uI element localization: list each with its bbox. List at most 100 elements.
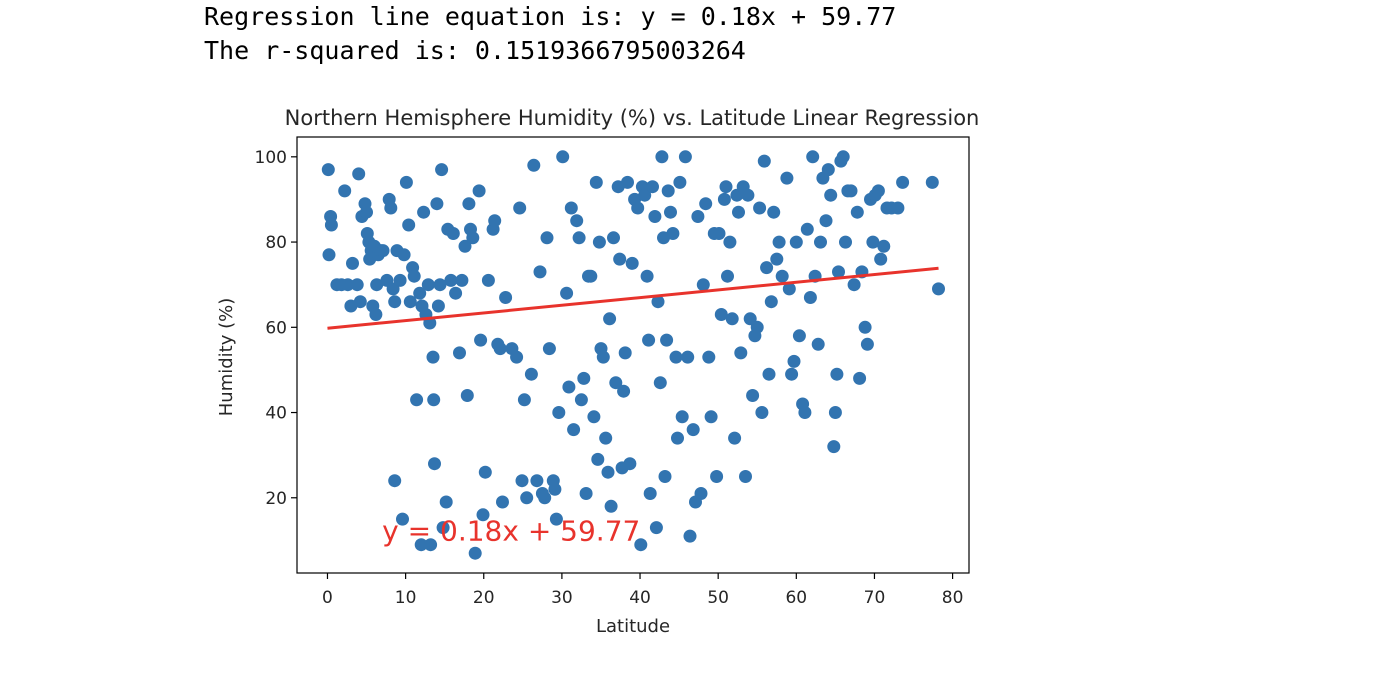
data-point	[515, 474, 529, 488]
data-point	[836, 150, 850, 164]
data-point	[587, 410, 601, 424]
regression-line-layer	[327, 266, 939, 330]
data-point	[651, 295, 665, 309]
chart-title: Northern Hemisphere Humidity (%) vs. Lat…	[285, 106, 980, 130]
data-point	[694, 487, 708, 500]
data-point	[806, 150, 820, 164]
data-point	[702, 350, 716, 364]
data-point	[827, 440, 841, 454]
data-point	[669, 350, 683, 364]
data-point	[871, 184, 885, 198]
x-tick-label: 20	[473, 588, 495, 608]
data-point	[699, 197, 713, 211]
data-point	[603, 312, 617, 326]
data-point	[725, 312, 739, 326]
data-point	[538, 491, 552, 505]
data-point	[338, 184, 352, 198]
data-point	[433, 278, 447, 292]
data-point	[734, 346, 748, 360]
data-point	[844, 184, 858, 198]
data-point	[396, 512, 409, 526]
data-point	[772, 235, 786, 249]
data-point	[785, 367, 799, 381]
data-point	[601, 465, 615, 479]
data-point	[352, 167, 366, 181]
data-point	[533, 265, 547, 279]
data-point	[560, 286, 574, 300]
data-point	[789, 235, 803, 249]
data-point	[721, 269, 734, 283]
data-point	[322, 248, 336, 262]
data-point	[510, 350, 524, 364]
data-point	[428, 457, 441, 471]
data-point	[476, 508, 490, 522]
data-point	[798, 406, 812, 419]
data-point	[757, 154, 771, 168]
data-point	[646, 180, 659, 194]
data-point	[617, 384, 631, 398]
data-points	[321, 150, 945, 560]
data-point	[468, 546, 482, 560]
x-tick-label: 30	[551, 588, 573, 608]
data-point	[466, 231, 480, 245]
x-tick-label: 70	[864, 588, 886, 608]
data-point	[413, 286, 427, 300]
data-point	[704, 410, 718, 424]
data-point	[493, 342, 507, 356]
data-point	[792, 329, 806, 343]
data-point	[775, 269, 789, 283]
data-point	[691, 210, 705, 223]
data-point	[673, 175, 687, 189]
data-point	[574, 393, 588, 407]
data-point	[517, 393, 531, 407]
data-point	[811, 337, 825, 351]
regression-annotation: y = 0.18x + 59.77	[382, 514, 640, 547]
data-point	[925, 175, 939, 189]
data-point	[481, 273, 495, 287]
data-point	[640, 269, 654, 283]
data-point	[932, 282, 945, 296]
data-point	[877, 239, 891, 253]
data-point	[424, 538, 438, 552]
data-point	[762, 367, 776, 381]
data-point	[414, 538, 428, 552]
data-point	[520, 491, 534, 505]
data-point	[860, 337, 874, 351]
data-point	[819, 214, 833, 228]
data-point	[770, 252, 784, 266]
data-point	[634, 538, 648, 552]
data-point	[824, 188, 838, 202]
data-point	[567, 423, 581, 437]
data-point	[353, 295, 367, 309]
data-point	[388, 474, 402, 488]
data-point	[671, 431, 684, 445]
data-point	[683, 529, 697, 543]
data-point	[427, 393, 441, 407]
data-point	[753, 201, 767, 215]
data-point	[764, 295, 778, 309]
data-point	[488, 214, 502, 228]
data-point	[739, 470, 752, 483]
data-point	[625, 256, 639, 270]
data-point	[732, 205, 745, 219]
data-point	[648, 210, 662, 223]
data-point	[478, 465, 492, 479]
data-point	[591, 452, 605, 466]
data-point	[524, 367, 538, 381]
data-point	[874, 252, 888, 266]
data-point	[530, 474, 544, 488]
data-point	[607, 231, 620, 245]
data-point	[421, 278, 435, 292]
data-point	[653, 376, 667, 390]
data-point	[444, 273, 458, 287]
data-point	[741, 188, 755, 202]
data-point	[449, 286, 463, 300]
data-point	[564, 201, 578, 215]
data-point	[681, 350, 695, 364]
data-point	[828, 406, 842, 419]
data-point	[426, 350, 440, 364]
data-point	[324, 218, 338, 232]
data-point	[814, 235, 827, 249]
data-point	[850, 205, 864, 219]
